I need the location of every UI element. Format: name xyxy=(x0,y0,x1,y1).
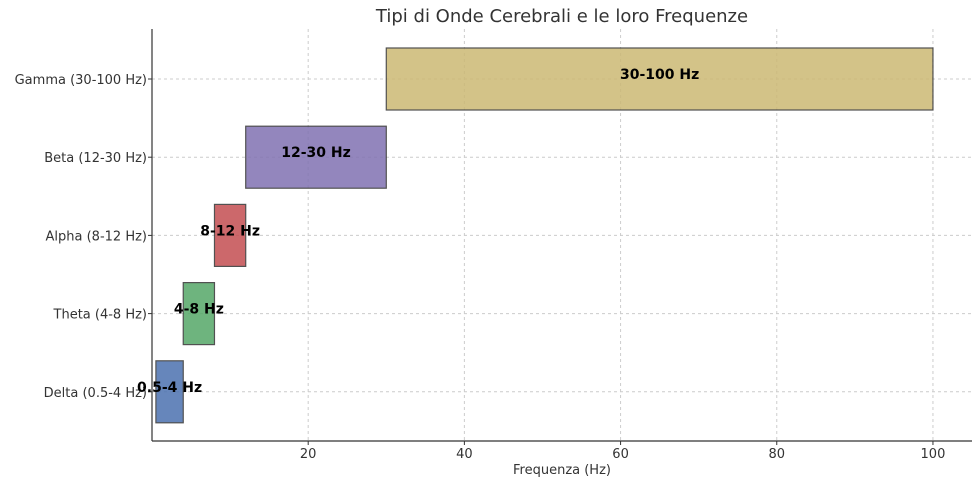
bar xyxy=(155,360,184,424)
bar-value-label: 30-100 Hz xyxy=(620,67,699,83)
ticks: 20 40 60 80 100 Delta (0.5-4 Hz) Theta (4-8 Hz… xyxy=(15,73,946,462)
bar xyxy=(385,47,934,111)
bar-value-label: 0.5-4 Hz xyxy=(137,380,202,396)
y-category-label: Beta (12-30 Hz) xyxy=(44,151,147,166)
x-tick-label: 20 xyxy=(300,447,317,462)
bar xyxy=(182,282,216,346)
x-tick-label: 80 xyxy=(768,447,785,462)
bar xyxy=(213,203,247,267)
bar-value-label: 4-8 Hz xyxy=(174,302,224,318)
bar-value-label: 8-12 Hz xyxy=(200,223,260,239)
x-axis-label: Frequenza (Hz) xyxy=(513,463,611,478)
x-tick-label: 100 xyxy=(921,447,946,462)
bars xyxy=(155,47,934,424)
chart-title: Tipi di Onde Cerebrali e le loro Frequen… xyxy=(375,6,748,27)
y-category-label: Alpha (8-12 Hz) xyxy=(46,229,147,244)
y-category-label: Gamma (30-100 Hz) xyxy=(15,73,147,88)
x-tick-label: 60 xyxy=(612,447,629,462)
y-category-label: Theta (4-8 Hz) xyxy=(53,308,147,323)
bar-value-label: 12-30 Hz xyxy=(281,145,351,161)
y-category-label: Delta (0.5-4 Hz) xyxy=(44,386,147,401)
data-labels: 0.5-4 Hz 4-8 Hz 8-12 Hz 12-30 Hz 30-100 Hz xyxy=(137,67,699,396)
x-tick-label: 40 xyxy=(456,447,473,462)
bar xyxy=(245,125,387,189)
